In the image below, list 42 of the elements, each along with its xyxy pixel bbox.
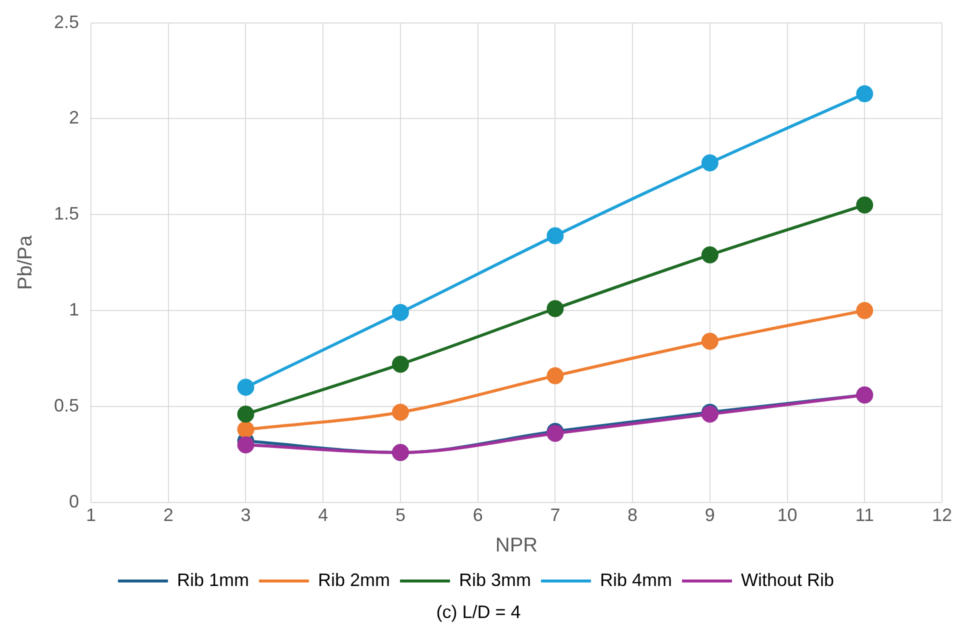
- point: [546, 227, 564, 244]
- y-tick-label: 1.5: [54, 204, 80, 224]
- point: [701, 246, 718, 264]
- legend-label: Rib 3mm: [458, 570, 531, 590]
- x-tick-label: 4: [318, 505, 328, 526]
- point: [392, 404, 409, 421]
- point: [701, 332, 718, 350]
- point: [392, 304, 409, 321]
- legend-label: Rib 4mm: [600, 570, 672, 590]
- point: [237, 378, 254, 396]
- y-tick-label: 1: [69, 300, 80, 320]
- x-axis-title: NPR: [495, 534, 538, 557]
- x-tick-label: 11: [855, 505, 874, 526]
- point: [856, 196, 874, 214]
- point: [546, 300, 564, 318]
- x-tick-label: 7: [550, 505, 560, 526]
- x-tick-label: 1: [86, 505, 96, 526]
- point: [701, 154, 718, 172]
- y-axis-title: Pb/Pa: [14, 234, 37, 290]
- point: [237, 421, 254, 438]
- x-tick-label: 12: [932, 505, 952, 526]
- y-tick-label: 2: [69, 108, 80, 128]
- x-tick-label: 9: [704, 505, 715, 526]
- legend-label: Rib 1mm: [176, 570, 249, 590]
- y-tick-label: 0: [69, 491, 80, 512]
- y-tick-label: 2.5: [54, 12, 80, 32]
- legend-label: Rib 2mm: [318, 570, 390, 590]
- x-tick-label: 8: [628, 505, 638, 526]
- point: [237, 406, 254, 423]
- x-tick-label: 10: [777, 505, 798, 526]
- point: [237, 436, 254, 454]
- y-tick-label: 0.5: [54, 395, 80, 416]
- x-tick-label: 6: [472, 505, 483, 526]
- point: [856, 302, 874, 320]
- x-tick-label: 2: [163, 505, 174, 526]
- x-tick-label: 5: [395, 505, 406, 526]
- x-tick-label: 3: [240, 505, 251, 526]
- text: (c) L/D = 4: [435, 602, 522, 623]
- point: [856, 85, 874, 102]
- point: [546, 367, 564, 384]
- point: [392, 356, 409, 373]
- legend-label: Without Rib: [741, 570, 834, 590]
